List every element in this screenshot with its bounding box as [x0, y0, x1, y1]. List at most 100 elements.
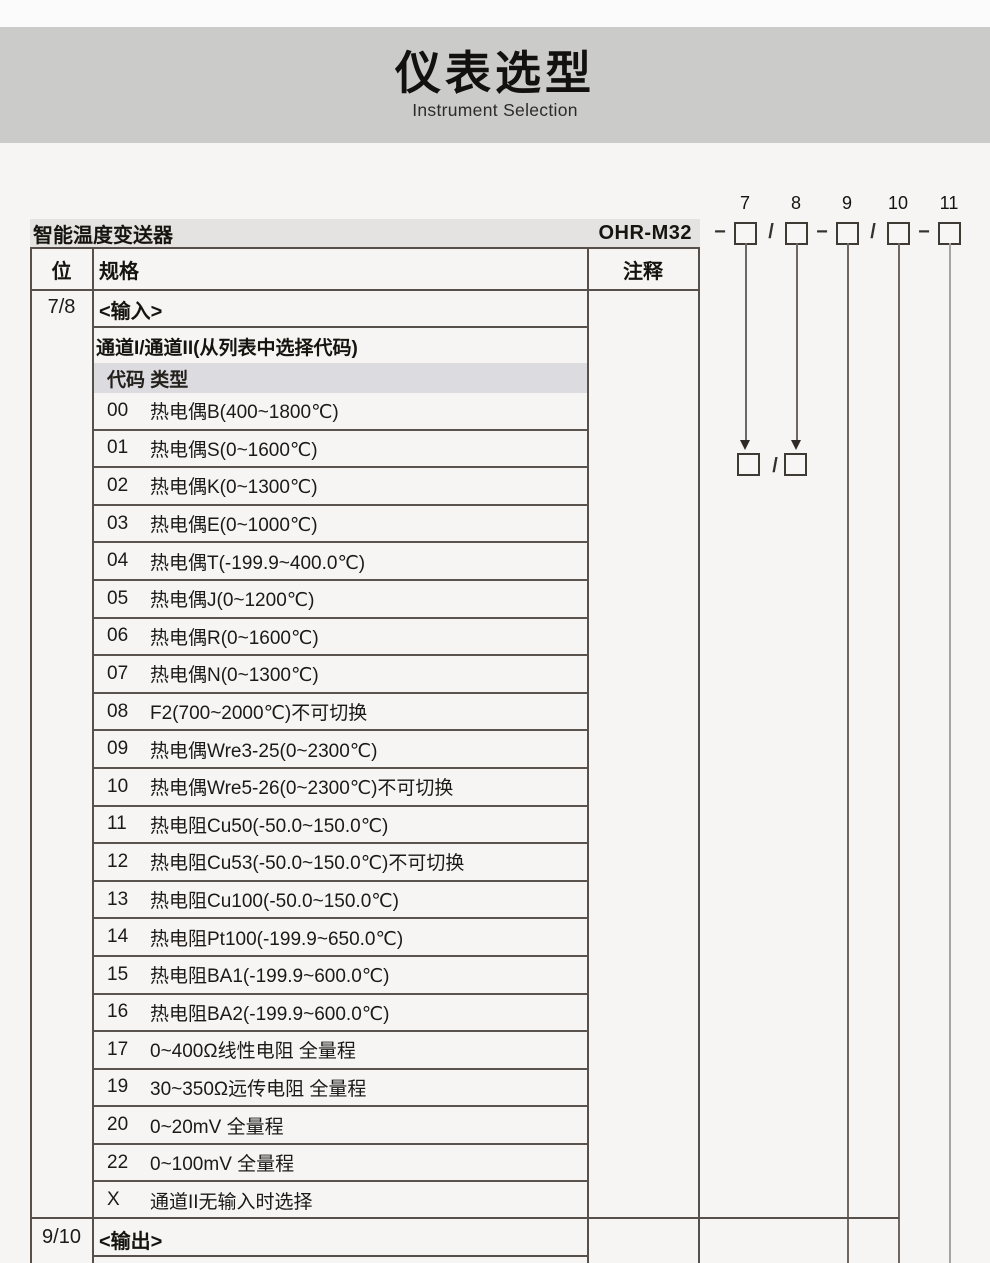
code-type-header: 代码 类型 — [94, 363, 587, 393]
table-top-border — [30, 247, 700, 249]
table-row: 09 热电偶Wre3-25(0~2300℃) — [94, 731, 587, 769]
code-box-11 — [938, 222, 961, 245]
row-code: 05 — [107, 587, 129, 609]
row-type: 热电偶K(0~1300℃) — [150, 477, 318, 499]
separator-slash-2: / — [870, 221, 876, 243]
arrow-down-icon — [740, 440, 750, 450]
row-code: 10 — [107, 775, 129, 797]
drop-line-8 — [796, 243, 798, 440]
separator-dash-1: − — [714, 221, 726, 243]
row-code: 16 — [107, 1001, 129, 1023]
row-code: 01 — [107, 437, 129, 459]
column-header-position: 位 — [51, 261, 72, 283]
code-box-9 — [836, 222, 859, 245]
row-type: 热电偶N(0~1300℃) — [150, 665, 319, 687]
separator-dash-2: − — [816, 221, 828, 243]
arrow-down-icon — [791, 440, 801, 450]
table-row: 15 热电阻BA1(-199.9~600.0℃) — [94, 957, 587, 995]
row-code: 11 — [107, 813, 127, 835]
product-name: 智能温度变送器 — [33, 224, 173, 247]
table-row: 22 0~100mV 全量程 — [94, 1145, 587, 1183]
row-type: 通道II无输入时选择 — [150, 1191, 313, 1213]
table-row: 06 热电偶R(0~1600℃) — [94, 619, 587, 657]
row-code: 03 — [107, 512, 129, 534]
code-table: 00 热电偶B(400~1800℃) 01 热电偶S(0~1600℃) 02 热电偶K… — [94, 393, 587, 1218]
table-row: 05 热电偶J(0~1200℃) — [94, 581, 587, 619]
row-type: 热电偶J(0~1200℃) — [150, 590, 315, 612]
row-code: 13 — [107, 888, 129, 910]
row-code: 06 — [107, 625, 129, 647]
row-type: 0~100mV 全量程 — [150, 1154, 295, 1176]
row-type: 热电阻Cu100(-50.0~150.0℃) — [150, 891, 399, 913]
table-row: 04 热电偶T(-199.9~400.0℃) — [94, 543, 587, 581]
channel-1-box — [737, 453, 760, 476]
table-left-border — [30, 247, 32, 1263]
table-row: 12 热电阻Cu53(-50.0~150.0℃)不可切换 — [94, 844, 587, 882]
row-type: 热电偶S(0~1600℃) — [150, 439, 318, 461]
table-row: 17 0~400Ω线性电阻 全量程 — [94, 1032, 587, 1070]
header-row-border — [30, 289, 700, 291]
separator-dash-3: − — [918, 221, 930, 243]
row-code: 15 — [107, 963, 129, 985]
input-section-title: <输入> — [99, 301, 163, 323]
drop-line-7 — [745, 243, 747, 440]
table-row: 08 F2(700~2000℃)不可切换 — [94, 694, 587, 732]
top-strip — [0, 0, 990, 27]
code-box-7 — [734, 222, 757, 245]
table-row: 02 热电偶K(0~1300℃) — [94, 468, 587, 506]
row-type: 0~20mV 全量程 — [150, 1116, 284, 1138]
output-section-title: <输出> — [99, 1231, 163, 1253]
table-row: 13 热电阻Cu100(-50.0~150.0℃) — [94, 882, 587, 920]
position-value-output: 9/10 — [42, 1226, 81, 1248]
row-code: 00 — [107, 399, 129, 421]
row-code: 08 — [107, 700, 129, 722]
row-type: F2(700~2000℃)不可切换 — [150, 703, 368, 725]
table-right-border — [698, 247, 700, 1263]
output-section-top-border — [30, 1217, 899, 1219]
row-type: 热电偶R(0~1600℃) — [150, 627, 319, 649]
row-code: 12 — [107, 850, 129, 872]
row-type: 热电偶E(0~1000℃) — [150, 515, 318, 537]
row-type: 热电阻Cu50(-50.0~150.0℃) — [150, 815, 389, 837]
position-digit-7: 7 — [739, 193, 750, 213]
table-row: 20 0~20mV 全量程 — [94, 1107, 587, 1145]
drop-line-10 — [898, 243, 900, 1263]
row-type: 热电偶B(400~1800℃) — [150, 402, 339, 424]
row-code: 04 — [107, 550, 129, 572]
output-row-border — [93, 1255, 587, 1257]
table-row: 07 热电偶N(0~1300℃) — [94, 656, 587, 694]
row-type: 热电阻Pt100(-199.9~650.0℃) — [150, 928, 404, 950]
table-row: 11 热电阻Cu50(-50.0~150.0℃) — [94, 807, 587, 845]
separator-slash-1: / — [768, 221, 774, 243]
column-header-spec: 规格 — [99, 261, 139, 283]
model-number: OHR-M32 — [598, 221, 692, 244]
position-digit-11: 11 — [939, 193, 959, 213]
column-header-note: 注释 — [623, 261, 663, 283]
table-row: X 通道II无输入时选择 — [94, 1182, 587, 1218]
note-column-border — [587, 247, 589, 1263]
input-row-border — [93, 326, 587, 328]
row-code: 14 — [107, 926, 129, 948]
position-value-input: 7/8 — [47, 296, 76, 318]
table-row: 01 热电偶S(0~1600℃) — [94, 431, 587, 469]
row-code: 02 — [107, 474, 129, 496]
drop-line-11 — [949, 243, 951, 1263]
drop-line-9 — [847, 243, 849, 1263]
table-row: 10 热电偶Wre5-26(0~2300℃)不可切换 — [94, 769, 587, 807]
row-type: 30~350Ω远传电阻 全量程 — [150, 1078, 367, 1100]
row-code: X — [107, 1189, 120, 1211]
code-box-10 — [887, 222, 910, 245]
table-row: 16 热电阻BA2(-199.9~600.0℃) — [94, 995, 587, 1033]
table-row: 03 热电偶E(0~1000℃) — [94, 506, 587, 544]
table-row: 19 30~350Ω远传电阻 全量程 — [94, 1070, 587, 1108]
position-digit-10: 10 — [887, 193, 909, 213]
model-header-bar: 智能温度变送器 OHR-M32 — [30, 219, 700, 247]
channel-select-hint: 通道I/通道II(从列表中选择代码) — [96, 338, 358, 359]
row-code: 07 — [107, 662, 129, 684]
page-banner: 仪表选型 Instrument Selection — [0, 27, 990, 143]
channel-slash: / — [772, 455, 778, 477]
position-digit-9: 9 — [841, 193, 852, 213]
row-type: 热电偶Wre3-25(0~2300℃) — [150, 740, 378, 762]
row-code: 19 — [107, 1076, 129, 1098]
table-row: 14 热电阻Pt100(-199.9~650.0℃) — [94, 919, 587, 957]
